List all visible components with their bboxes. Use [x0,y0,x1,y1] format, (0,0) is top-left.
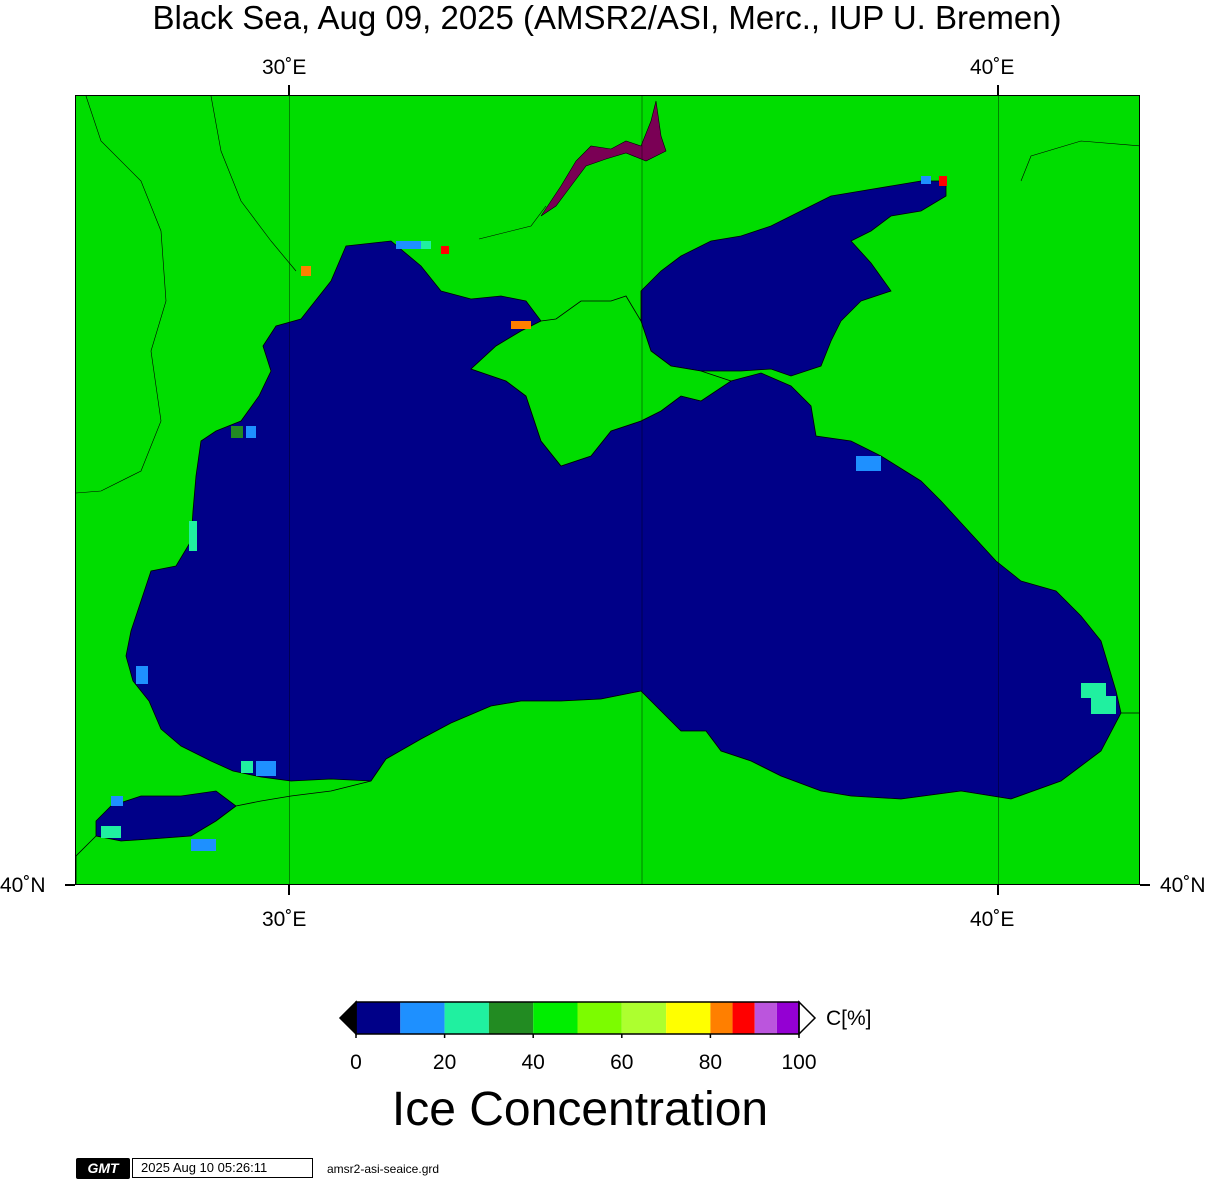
colorbar-cell-3 [488,1002,534,1034]
border-line-east [1020,140,1139,182]
colorbar-cell-2 [444,1002,489,1034]
colorbar-tick-label-0: 0 [350,1051,362,1074]
colorbar-cell-6 [621,1002,667,1034]
left-lat-label-40n: 40˚N [0,874,46,897]
colorbar-cell-0 [356,1002,401,1034]
colorbar-cell-10 [754,1002,777,1034]
colorbar-cell-8 [710,1002,733,1034]
colorbar-cell-7 [666,1002,711,1034]
sea-of-azov-water [640,180,947,377]
grid-filename: amsr2-asi-seaice.grd [327,1162,440,1176]
purple-landmask [540,100,667,217]
top-tick-30e [288,85,290,95]
bottom-lon-label-40e: 40˚E [970,908,1015,931]
colorbar-tick-label-4: 80 [698,1051,723,1074]
colorbar [338,1000,817,1038]
colorbar-left-arrow [338,1000,357,1036]
bottom-lon-label-30e: 30˚E [262,908,307,931]
top-lon-label-30e: 30˚E [262,56,307,79]
colorbar-tick-label-1: 20 [432,1051,457,1074]
colorbar-title: Ice Concentration [391,1083,769,1136]
crimea-peninsula [470,295,732,467]
map-panel [75,95,1140,885]
gmt-timestamp: 2025 Aug 10 05:26:11 [132,1158,313,1178]
right-lat-label-40n: 40˚N [1160,874,1206,897]
colorbar-tick-label-5: 100 [781,1051,817,1074]
map-title: Black Sea, Aug 09, 2025 (AMSR2/ASI, Merc… [152,0,1062,36]
right-tick-40n [1140,884,1150,886]
left-tick-40n [65,884,75,886]
top-tick-40e [997,85,999,95]
top-lon-label-40e: 40˚E [970,56,1015,79]
colorbar-cell-5 [577,1002,622,1034]
colorbar-cell-11 [776,1002,799,1034]
colorbar-tick-label-3: 60 [610,1051,634,1074]
bottom-tick-40e [997,885,999,895]
bottom-tick-30e [288,885,290,895]
border-line-west [76,96,167,494]
turkey-coast [76,690,1139,884]
colorbar-unit-label: C[%] [826,1007,872,1030]
coast-line-dnieper [478,205,547,240]
black-sea-map [76,96,1139,884]
colorbar-right-arrow [798,1000,817,1036]
gmt-logo: GMT [76,1158,130,1179]
colorbar-cell-1 [400,1002,445,1034]
colorbar-cell-4 [533,1002,578,1034]
colorbar-frame [355,1001,800,1035]
border-line-north [210,96,297,272]
colorbar-tick-label-2: 40 [521,1051,545,1074]
colorbar-cell-9 [732,1002,755,1034]
